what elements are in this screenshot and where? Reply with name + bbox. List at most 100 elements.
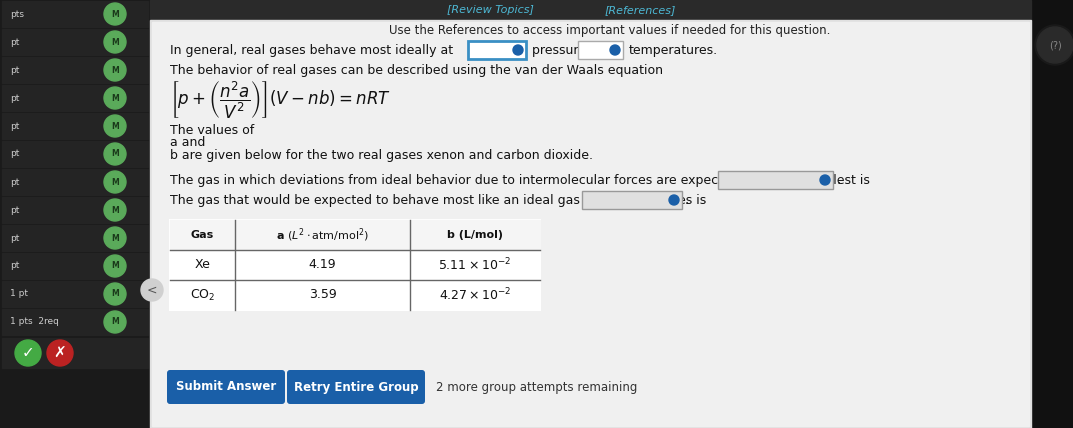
Circle shape: [104, 255, 126, 277]
Text: M: M: [112, 178, 119, 187]
Bar: [0, 0, 150, 428]
Text: 2 more group attempts remaining: 2 more group attempts remaining: [436, 380, 637, 393]
Text: pt: pt: [10, 149, 19, 158]
Circle shape: [104, 3, 126, 25]
Bar: [150, 0, 1031, 20]
Circle shape: [1037, 27, 1073, 63]
Text: M: M: [112, 149, 119, 158]
Text: The behavior of real gases can be described using the van der Waals equation: The behavior of real gases can be descri…: [170, 63, 663, 77]
Bar: [2, 141, 148, 167]
Bar: [152, 22, 1029, 426]
Bar: [2, 29, 148, 55]
Bar: [2, 253, 148, 279]
Bar: [2, 85, 148, 111]
Text: The gas that would be expected to behave most like an ideal gas at high pressure: The gas that would be expected to behave…: [170, 193, 706, 206]
Bar: [170, 220, 540, 250]
Text: M: M: [112, 93, 119, 102]
Circle shape: [104, 227, 126, 249]
Text: M: M: [112, 9, 119, 18]
Circle shape: [104, 199, 126, 221]
FancyBboxPatch shape: [582, 191, 682, 209]
Text: $5.11\times10^{-2}$: $5.11\times10^{-2}$: [439, 257, 512, 273]
Text: [References]: [References]: [604, 5, 676, 15]
Text: Gas: Gas: [191, 230, 215, 240]
Circle shape: [104, 31, 126, 53]
Circle shape: [141, 279, 163, 301]
Text: b are given below for the two real gases xenon and carbon dioxide.: b are given below for the two real gases…: [170, 149, 593, 163]
Bar: [2, 197, 148, 223]
Text: M: M: [112, 65, 119, 74]
Bar: [170, 220, 540, 310]
Circle shape: [104, 87, 126, 109]
Circle shape: [104, 171, 126, 193]
FancyBboxPatch shape: [468, 41, 526, 59]
Bar: [2, 113, 148, 139]
Bar: [2, 281, 148, 307]
Text: Retry Entire Group: Retry Entire Group: [294, 380, 418, 393]
Text: pt: pt: [10, 234, 19, 243]
Text: pressures and: pressures and: [532, 44, 620, 56]
Text: pt: pt: [10, 262, 19, 270]
Text: $\left[p+\left(\dfrac{n^{2}a}{V^{2}}\right)\right](V-nb)=nRT$: $\left[p+\left(\dfrac{n^{2}a}{V^{2}}\rig…: [170, 79, 391, 121]
Bar: [2, 57, 148, 83]
Text: M: M: [112, 262, 119, 270]
Circle shape: [104, 143, 126, 165]
Text: b (L/mol): b (L/mol): [447, 230, 503, 240]
Text: pt: pt: [10, 178, 19, 187]
Bar: [2, 225, 148, 251]
Circle shape: [820, 175, 831, 185]
Text: Xe: Xe: [194, 259, 210, 271]
Text: ✓: ✓: [21, 345, 34, 360]
FancyBboxPatch shape: [578, 41, 623, 59]
Bar: [2, 169, 148, 195]
Circle shape: [47, 340, 73, 366]
Text: pt: pt: [10, 122, 19, 131]
Bar: [2, 338, 148, 368]
FancyBboxPatch shape: [167, 370, 285, 404]
Text: [Review Topics]: [Review Topics]: [446, 5, 533, 15]
Circle shape: [104, 115, 126, 137]
Text: temperatures.: temperatures.: [629, 44, 718, 56]
Text: pt: pt: [10, 93, 19, 102]
Bar: [2, 1, 148, 27]
Text: 1 pts  2req: 1 pts 2req: [10, 318, 59, 327]
Text: Use the References to access important values if needed for this question.: Use the References to access important v…: [389, 24, 831, 36]
Text: Submit Answer: Submit Answer: [176, 380, 276, 393]
Text: pts: pts: [10, 9, 24, 18]
Text: 1 pt: 1 pt: [10, 289, 28, 298]
Circle shape: [104, 59, 126, 81]
Bar: [150, 20, 1031, 428]
Text: <: <: [147, 283, 158, 297]
Circle shape: [104, 283, 126, 305]
Text: pt: pt: [10, 38, 19, 47]
Bar: [2, 309, 148, 335]
Text: M: M: [112, 205, 119, 214]
FancyBboxPatch shape: [718, 171, 833, 189]
Text: M: M: [112, 234, 119, 243]
Text: The gas in which deviations from ideal behavior due to intermolecular forces are: The gas in which deviations from ideal b…: [170, 173, 870, 187]
Bar: [170, 220, 540, 310]
Text: a and: a and: [170, 137, 205, 149]
Text: $4.27\times10^{-2}$: $4.27\times10^{-2}$: [439, 287, 511, 303]
Text: 3.59: 3.59: [309, 288, 336, 301]
Circle shape: [15, 340, 41, 366]
Text: CO$_2$: CO$_2$: [190, 288, 216, 303]
Text: a $\left(L^{2}\cdot\mathrm{atm/mol}^{2}\right)$: a $\left(L^{2}\cdot\mathrm{atm/mol}^{2}\…: [276, 226, 369, 244]
FancyBboxPatch shape: [286, 370, 425, 404]
Circle shape: [104, 311, 126, 333]
Circle shape: [609, 45, 620, 55]
Text: pt: pt: [10, 65, 19, 74]
Text: .: .: [836, 173, 840, 187]
Circle shape: [513, 45, 523, 55]
Text: The values of: The values of: [170, 124, 254, 137]
Text: pt: pt: [10, 205, 19, 214]
Text: M: M: [112, 289, 119, 298]
Text: .: .: [685, 193, 689, 207]
Text: M: M: [112, 318, 119, 327]
Text: (?): (?): [1048, 40, 1061, 50]
Text: 4.19: 4.19: [309, 259, 336, 271]
Text: M: M: [112, 38, 119, 47]
Text: ✗: ✗: [54, 345, 67, 360]
Text: In general, real gases behave most ideally at: In general, real gases behave most ideal…: [170, 44, 453, 56]
Circle shape: [1035, 25, 1073, 65]
